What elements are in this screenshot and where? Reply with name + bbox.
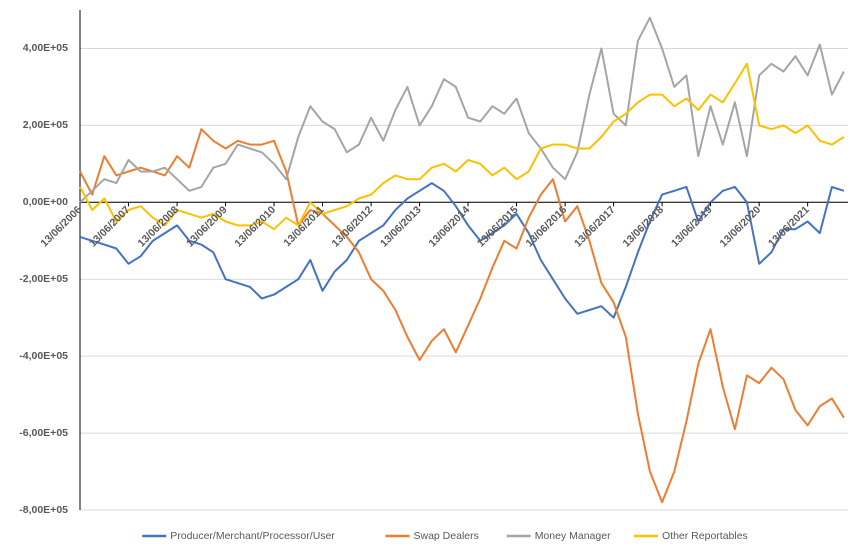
x-tick-label: 13/06/2009: [184, 204, 230, 250]
legend-label: Other Reportables: [662, 530, 748, 542]
x-tick-label: 13/06/2014: [426, 204, 472, 250]
x-tick-label: 13/06/2015: [475, 204, 521, 250]
y-tick-label: 2,00E+05: [23, 119, 68, 131]
series-line: [79, 62, 845, 231]
legend-label: Money Manager: [535, 530, 611, 542]
series-line: [79, 128, 845, 504]
x-tick-label: 13/06/2013: [378, 204, 424, 250]
x-tick-label: 13/06/2018: [621, 204, 667, 250]
x-tick-label: 13/06/2019: [669, 204, 715, 250]
x-tick-label: 13/06/2021: [766, 204, 812, 250]
y-tick-label: -6,00E+05: [19, 427, 68, 439]
y-tick-label: -4,00E+05: [19, 350, 68, 362]
series-line: [79, 182, 845, 319]
x-tick-label: 13/06/2011: [281, 204, 326, 249]
x-tick-label: 13/06/2016: [524, 204, 570, 250]
legend-label: Producer/Merchant/Processor/User: [170, 530, 335, 542]
y-tick-label: -2,00E+05: [19, 273, 68, 285]
y-tick-label: 4,00E+05: [23, 42, 68, 54]
y-tick-label: 0,00E+00: [23, 196, 68, 208]
y-tick-label: -8,00E+05: [19, 504, 68, 516]
x-tick-label: 13/06/2020: [718, 204, 764, 250]
series-line: [79, 16, 845, 204]
legend-label: Swap Dealers: [414, 530, 479, 542]
x-tick-label: 13/06/2006: [38, 204, 84, 250]
